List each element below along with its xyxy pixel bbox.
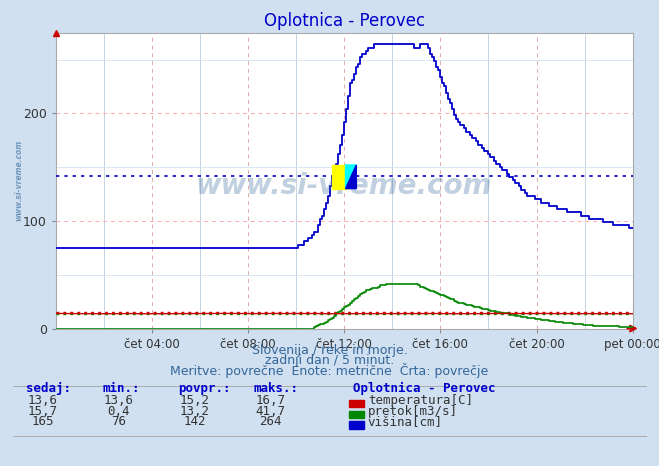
Text: 16,7: 16,7	[255, 394, 285, 407]
Text: višina[cm]: višina[cm]	[368, 416, 443, 428]
Text: 142: 142	[183, 416, 206, 428]
Polygon shape	[345, 165, 357, 189]
Text: 13,6: 13,6	[103, 394, 134, 407]
Text: pretok[m3/s]: pretok[m3/s]	[368, 405, 458, 418]
Text: www.si-vreme.com: www.si-vreme.com	[14, 140, 23, 221]
Text: Oplotnica - Perovec: Oplotnica - Perovec	[353, 382, 495, 395]
Text: www.si-vreme.com: www.si-vreme.com	[196, 172, 492, 200]
Title: Oplotnica - Perovec: Oplotnica - Perovec	[264, 12, 425, 30]
Text: 76: 76	[111, 416, 126, 428]
Bar	[332, 165, 345, 189]
Text: 15,7: 15,7	[28, 405, 58, 418]
Text: 13,2: 13,2	[179, 405, 210, 418]
Text: Meritve: povrečne  Enote: metrične  Črta: povrečje: Meritve: povrečne Enote: metrične Črta: …	[171, 363, 488, 377]
Text: maks.:: maks.:	[254, 383, 299, 395]
Text: 15,2: 15,2	[179, 394, 210, 407]
Text: 0,4: 0,4	[107, 405, 130, 418]
Text: 13,6: 13,6	[28, 394, 58, 407]
Text: sedaj:: sedaj:	[26, 383, 71, 395]
Text: 165: 165	[32, 416, 54, 428]
Text: zadnji dan / 5 minut.: zadnji dan / 5 minut.	[265, 355, 394, 367]
Text: Slovenija / reke in morje.: Slovenija / reke in morje.	[252, 344, 407, 357]
Text: min.:: min.:	[102, 383, 140, 395]
Text: 264: 264	[259, 416, 281, 428]
Text: temperatura[C]: temperatura[C]	[368, 394, 473, 407]
Polygon shape	[345, 165, 357, 189]
Text: povpr.:: povpr.:	[178, 383, 231, 395]
Text: 41,7: 41,7	[255, 405, 285, 418]
